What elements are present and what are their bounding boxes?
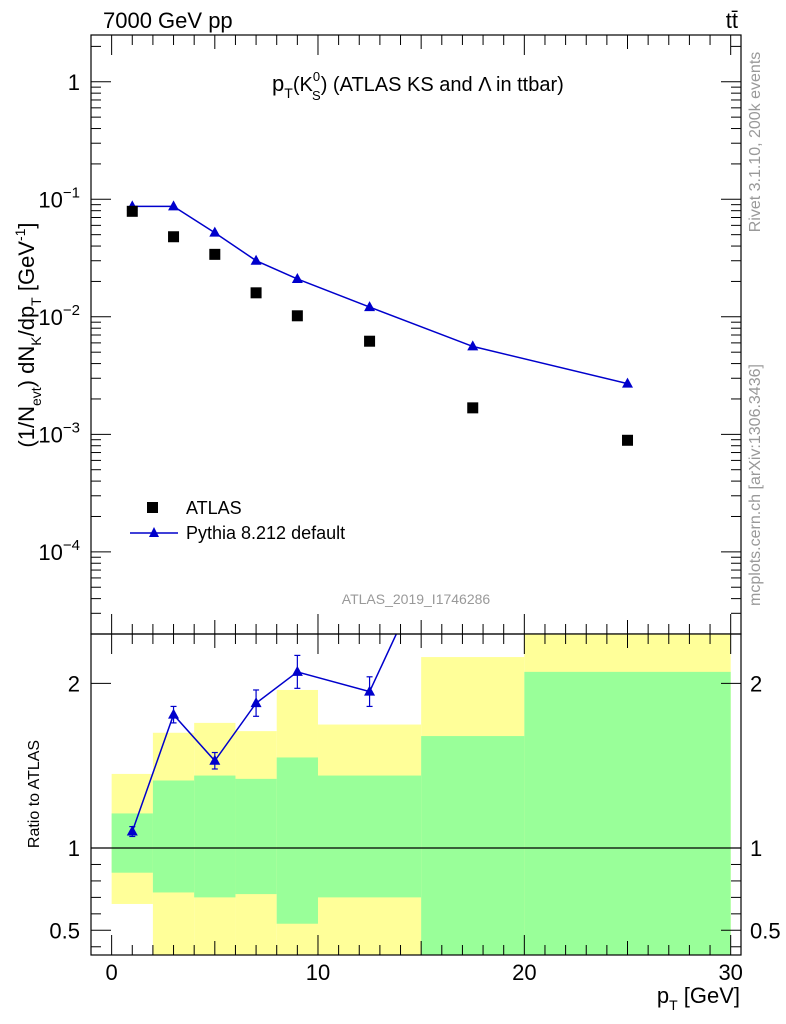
ratio-y-tick-label-left: 1 xyxy=(68,836,80,861)
y-tick-exponent: −3 xyxy=(63,419,80,436)
mc-point xyxy=(467,340,479,351)
title-zero: 0 xyxy=(313,69,320,84)
y-tick-label: 10−4 xyxy=(38,537,80,565)
ratio-y-label: Ratio to ATLAS xyxy=(26,740,43,848)
legend-marker-atlas xyxy=(147,502,158,513)
ratio-plot-frame xyxy=(90,633,742,956)
data-point xyxy=(467,402,479,414)
ratio-clipped-group xyxy=(91,463,741,955)
ylabel-evt: evt xyxy=(28,387,44,406)
data-point xyxy=(168,231,180,243)
y-tick-label: 10−1 xyxy=(38,184,80,212)
y-tick-base: 1 xyxy=(68,70,80,95)
side-label-lower: mcplots.cern.ch [arXiv:1306.3436] xyxy=(747,364,764,606)
mc-point xyxy=(622,377,634,388)
legend-label-pythia: Pythia 8.212 default xyxy=(186,523,345,543)
uncertainty-band-inner xyxy=(524,671,731,955)
ylabel-m1: -1 xyxy=(12,228,28,241)
uncertainty-band-inner xyxy=(194,775,236,898)
mc-point xyxy=(209,226,221,237)
x-tick-label: 0 xyxy=(106,960,118,985)
x-tick-label: 10 xyxy=(306,960,330,985)
ratio-y-tick-label-left: 2 xyxy=(68,671,80,696)
y-tick-exponent: −1 xyxy=(63,184,80,201)
title-p: p xyxy=(272,71,284,96)
data-point xyxy=(250,287,262,299)
ratio-y-tick-label-right: 0.5 xyxy=(750,918,781,943)
data-point xyxy=(364,335,376,347)
main-plot-frame xyxy=(90,34,742,635)
x-tick-label: 20 xyxy=(512,960,536,985)
data-point xyxy=(209,248,221,260)
ratio-point xyxy=(209,754,221,765)
ylabel-d: [GeV xyxy=(14,241,39,298)
ratio-point xyxy=(291,665,303,676)
y-tick-base: 10 xyxy=(38,422,62,447)
mc-point xyxy=(291,272,303,283)
mc-point xyxy=(168,200,180,211)
xlabel-p: p xyxy=(657,983,669,1008)
title-S: S xyxy=(312,88,321,103)
plot-title: pT(K0 S) (ATLAS KS and Λ in ttbar) xyxy=(272,69,564,103)
y-tick-exponent: −4 xyxy=(63,537,80,554)
y-tick-base: 10 xyxy=(38,187,62,212)
header-left: 7000 GeV pp xyxy=(103,8,233,33)
data-point xyxy=(291,310,303,322)
x-tick-label: 30 xyxy=(718,960,742,985)
ylabel-a: (1/N xyxy=(14,406,39,448)
y-tick-label: 1 xyxy=(68,70,80,95)
analysis-watermark: ATLAS_2019_I1746286 xyxy=(342,591,491,607)
legend: ATLAS Pythia 8.212 default xyxy=(130,498,345,543)
uncertainty-band-inner xyxy=(152,780,195,893)
mc-line xyxy=(132,205,628,385)
ylabel-b: ) dN xyxy=(14,346,39,388)
x-axis-label: pT [GeV] xyxy=(657,983,740,1013)
header-right: tt̄ xyxy=(726,8,738,33)
uncertainty-band-inner xyxy=(111,813,153,873)
data-point xyxy=(622,434,634,446)
y-tick-label: 10−2 xyxy=(38,302,80,330)
ratio-plot-axes: 0.5 0.51 12 20 10 20 30 xyxy=(49,634,781,985)
main-plot-axes: 110−110−210−310−4 xyxy=(38,35,741,635)
legend-marker-pythia xyxy=(149,527,159,537)
ratio-plot-content xyxy=(91,463,741,955)
ylabel-c: /dp xyxy=(14,306,39,337)
uncertainty-band-inner xyxy=(421,736,525,955)
uncertainty-band-inner xyxy=(317,775,422,898)
ylabel-T: T xyxy=(28,297,44,306)
mc-point xyxy=(364,301,376,312)
y-tick-base: 10 xyxy=(38,540,62,565)
ratio-point xyxy=(467,463,478,473)
ratio-y-tick-label-right: 2 xyxy=(750,671,762,696)
ratio-point xyxy=(126,825,138,836)
ratio-point xyxy=(168,708,180,719)
data-point xyxy=(126,205,138,217)
side-label-upper: Rivet 3.1.10, 200k events xyxy=(747,52,764,233)
ylabel-K: K xyxy=(28,336,44,346)
mc-point xyxy=(250,254,262,265)
ylabel-e: ] xyxy=(14,222,39,228)
main-y-label: (1/Nevt) dNK/dpT [GeV-1] xyxy=(12,222,44,447)
y-tick-label: 10−3 xyxy=(38,419,80,447)
xlabel-unit: [GeV] xyxy=(678,983,740,1008)
y-tick-exponent: −2 xyxy=(63,302,80,319)
legend-label-atlas: ATLAS xyxy=(186,498,242,518)
main-plot-content xyxy=(126,200,634,446)
ratio-point xyxy=(364,685,376,696)
xlabel-T: T xyxy=(669,997,678,1013)
ratio-point xyxy=(250,697,262,708)
title-K: (K xyxy=(293,74,314,96)
uncertainty-band-inner xyxy=(276,757,318,924)
title-rest: ) (ATLAS KS and Λ in ttbar) xyxy=(321,74,564,96)
ratio-y-tick-label-left: 0.5 xyxy=(49,918,80,943)
title-T: T xyxy=(284,85,293,101)
uncertainty-band-inner xyxy=(235,778,277,895)
y-tick-base: 10 xyxy=(38,305,62,330)
ratio-y-tick-label-right: 1 xyxy=(750,836,762,861)
